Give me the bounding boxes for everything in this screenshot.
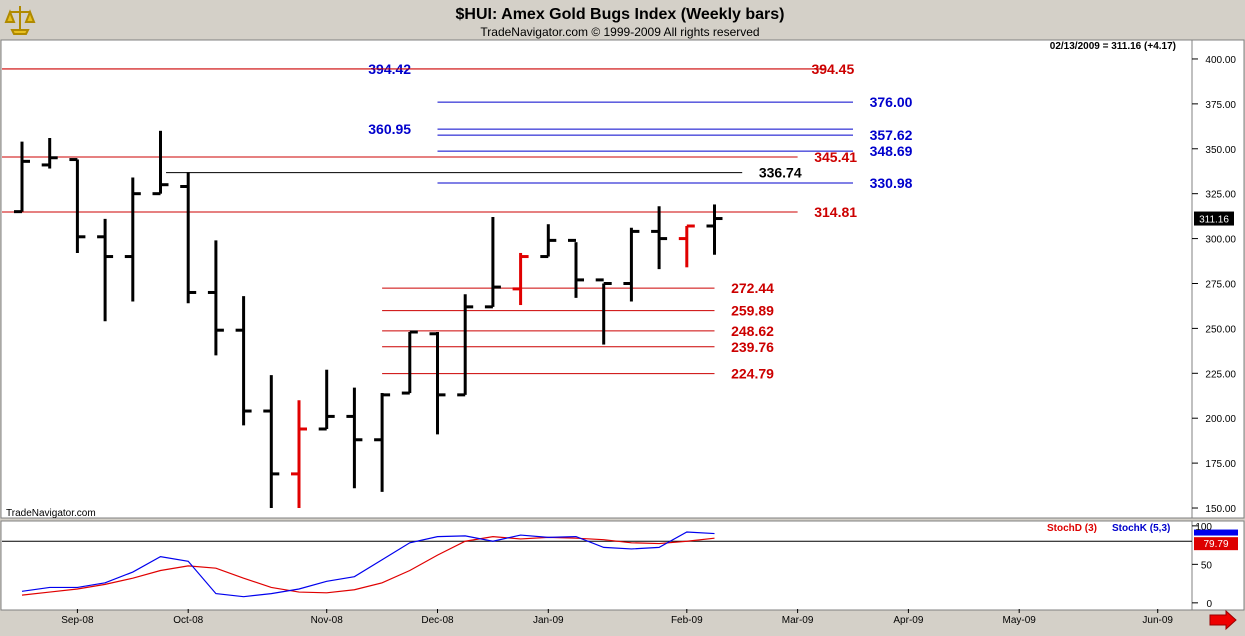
ohlc-bar: [706, 204, 723, 255]
ohlc-bar: [69, 158, 86, 253]
ohlc-bar: [263, 375, 280, 509]
stoch-y-tick-label: 50: [1201, 560, 1213, 571]
ohlc-bar: [41, 137, 58, 169]
ohlc-bar: [180, 172, 197, 304]
current-price-label: 311.16: [1199, 215, 1229, 226]
stoch-y-tick-label: 100: [1195, 522, 1212, 533]
ohlc-bar: [429, 331, 446, 435]
price-y-tick-label: 200.00: [1205, 414, 1236, 425]
watermark: TradeNavigator.com: [6, 508, 96, 519]
level-label: 248.62: [731, 323, 774, 339]
current-price-box: [1194, 211, 1234, 226]
ohlc-bar: [484, 217, 501, 309]
level-label: 314.81: [814, 204, 857, 220]
stoch-panel: [0, 520, 1193, 611]
x-tick-label: Jun-09: [1142, 615, 1173, 626]
price-y-tick-label: 275.00: [1205, 279, 1236, 290]
ohlc-bar: [540, 224, 557, 259]
ohlc-bar: [568, 238, 584, 298]
price-y-tick-label: 350.00: [1205, 145, 1236, 156]
level-label: 330.98: [870, 175, 913, 191]
stoch-axis-panel: [1191, 520, 1245, 611]
price-y-tick-label: 375.00: [1205, 100, 1236, 111]
x-tick-label: Oct-08: [173, 615, 203, 626]
price-y-tick-label: 175.00: [1205, 459, 1236, 470]
level-label: 360.95: [368, 121, 411, 137]
ohlc-bar: [97, 218, 114, 322]
trade-navigator-logo-icon[interactable]: [2, 2, 38, 38]
stoch-y-tick-label: 0: [1206, 599, 1212, 610]
ohlc-bar: [401, 330, 418, 395]
x-tick-label: Jan-09: [533, 615, 564, 626]
price-y-tick-label: 225.00: [1205, 369, 1236, 380]
ohlc-bar: [207, 240, 224, 356]
level-label: 357.62: [870, 127, 913, 143]
ohlc-bar: [14, 141, 30, 214]
chart-title: $HUI: Amex Gold Bugs Index (Weekly bars): [456, 6, 785, 23]
price-y-tick-label: 250.00: [1205, 324, 1236, 335]
level-label: 224.79: [731, 366, 774, 382]
ohlc-bar: [374, 393, 391, 492]
ohlc-bar: [623, 227, 640, 302]
ohlc-bar: [512, 252, 529, 306]
level-label: 336.74: [759, 165, 802, 181]
price-y-tick-label: 325.00: [1205, 190, 1236, 201]
price-y-tick-label: 150.00: [1205, 504, 1236, 515]
chart-subtitle: TradeNavigator.com © 1999-2009 All right…: [480, 25, 759, 39]
ohlc-bar: [291, 400, 307, 509]
price-axis-panel: [1191, 39, 1245, 519]
level-label: 272.44: [731, 280, 774, 296]
stoch-current-label: 79.79: [1203, 539, 1228, 550]
scroll-right-button[interactable]: [1209, 609, 1237, 631]
ohlc-bar: [457, 294, 474, 397]
level-label: 345.41: [814, 149, 857, 165]
price-y-tick-label: 300.00: [1205, 235, 1236, 246]
stoch-d-current-box: [1194, 537, 1238, 551]
stoch-k-current-box: [1194, 529, 1238, 536]
x-tick-label: Mar-09: [782, 615, 814, 626]
price-y-tick-label: 400.00: [1205, 55, 1236, 66]
ohlc-bar: [678, 224, 695, 268]
ohlc-bar: [651, 206, 668, 270]
last-value-readout: 02/13/2009 = 311.16 (+4.17): [1050, 41, 1176, 52]
ohlc-bar: [235, 296, 252, 426]
x-tick-label: Apr-09: [893, 615, 923, 626]
stoch-d-line: [21, 536, 715, 596]
stoch-k-legend: StochK (5,3): [1112, 523, 1170, 534]
x-tick-label: Feb-09: [671, 615, 703, 626]
x-tick-label: Sep-08: [61, 615, 94, 626]
level-label: 259.89: [731, 303, 774, 319]
ohlc-bar: [595, 278, 612, 345]
stoch-k-line: [21, 531, 715, 598]
stoch-d-legend: StochD (3): [1047, 523, 1097, 534]
ohlc-bar: [124, 177, 141, 302]
level-label: 239.76: [731, 339, 774, 355]
x-tick-label: May-09: [1003, 615, 1037, 626]
ohlc-bar: [152, 130, 169, 196]
level-label: 394.45: [811, 61, 854, 77]
level-label: 376.00: [870, 94, 913, 110]
ohlc-bar: [318, 369, 335, 431]
x-tick-label: Nov-08: [311, 615, 344, 626]
level-label: 348.69: [870, 143, 913, 159]
ohlc-bar: [346, 387, 363, 489]
x-tick-label: Dec-08: [421, 615, 454, 626]
